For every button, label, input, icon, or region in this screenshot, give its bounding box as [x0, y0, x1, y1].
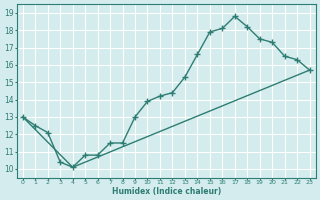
- X-axis label: Humidex (Indice chaleur): Humidex (Indice chaleur): [112, 187, 221, 196]
